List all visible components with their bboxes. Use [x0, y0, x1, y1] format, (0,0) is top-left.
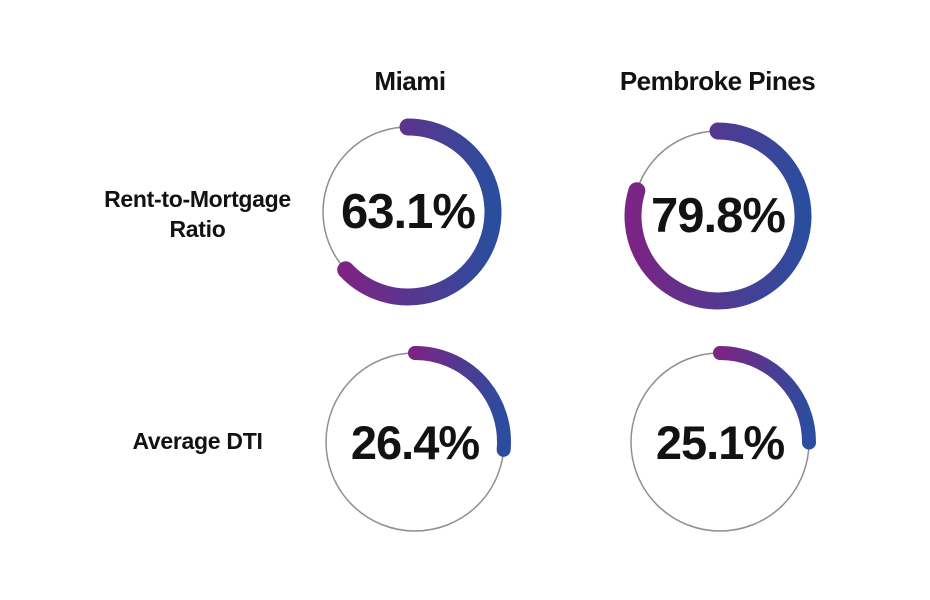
donut-gauge-miami-average-dti: 26.4%: [315, 342, 515, 542]
row-header-line: Ratio: [169, 216, 226, 242]
row-header-average-dti: Average DTI: [70, 426, 325, 456]
donut-gauge-miami-rent-to-mortgage: 63.1%: [308, 112, 508, 312]
column-header-pembroke-pines: Pembroke Pines: [619, 66, 816, 96]
gauge-value-label: 26.4%: [350, 415, 480, 469]
gauge-value-label: 79.8%: [651, 189, 786, 243]
donut-gauge-arc: [325, 346, 511, 532]
row-header-rent-to-mortgage-ratio: Rent-to-Mortgage Ratio: [70, 184, 325, 244]
gauge-value-label: 63.1%: [341, 185, 476, 239]
donut-gauge-arc: [630, 346, 817, 532]
donut-gauge-pembroke-average-dti: 25.1%: [620, 342, 820, 542]
donut-gauge-pembroke-rent-to-mortgage: 79.8%: [618, 116, 818, 316]
donut-gauge-arc: [624, 122, 812, 310]
row-header-line: Rent-to-Mortgage: [104, 186, 291, 212]
gauge-value-label: 25.1%: [655, 415, 785, 469]
column-header-miami: Miami: [374, 66, 446, 96]
row-header-line: Average DTI: [132, 428, 263, 454]
donut-gauge-arc: [322, 118, 502, 306]
